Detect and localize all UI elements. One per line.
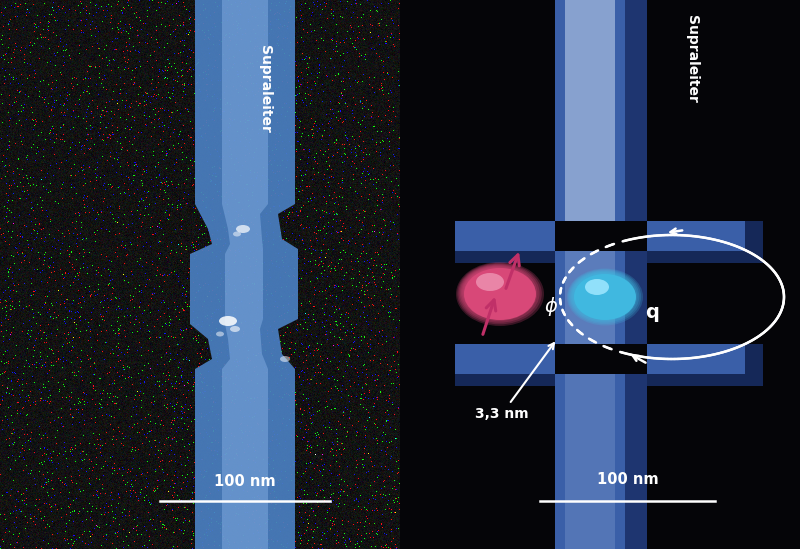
- Ellipse shape: [485, 282, 493, 288]
- Bar: [455, 374, 555, 386]
- Ellipse shape: [584, 281, 615, 304]
- Ellipse shape: [585, 282, 613, 302]
- Ellipse shape: [484, 281, 495, 289]
- Ellipse shape: [567, 268, 643, 326]
- Ellipse shape: [482, 281, 498, 291]
- Bar: [647, 251, 745, 263]
- Ellipse shape: [480, 278, 502, 294]
- Ellipse shape: [585, 279, 609, 295]
- Bar: [455, 251, 555, 263]
- Bar: [745, 221, 763, 263]
- Ellipse shape: [230, 326, 240, 332]
- Ellipse shape: [470, 272, 520, 307]
- Ellipse shape: [586, 283, 611, 301]
- Ellipse shape: [579, 278, 622, 310]
- Bar: [555, 374, 625, 549]
- Ellipse shape: [482, 279, 500, 293]
- Text: Supraleiter: Supraleiter: [258, 45, 272, 133]
- Ellipse shape: [590, 285, 606, 297]
- Ellipse shape: [476, 276, 509, 299]
- Ellipse shape: [465, 268, 529, 315]
- Ellipse shape: [464, 268, 536, 320]
- Ellipse shape: [233, 232, 241, 237]
- Ellipse shape: [474, 274, 513, 302]
- Ellipse shape: [476, 273, 504, 291]
- Ellipse shape: [582, 279, 618, 307]
- Ellipse shape: [478, 278, 504, 296]
- Ellipse shape: [581, 278, 621, 309]
- Bar: [745, 344, 763, 386]
- Bar: [555, 0, 625, 221]
- Ellipse shape: [576, 275, 628, 314]
- Bar: [625, 0, 647, 221]
- Ellipse shape: [592, 287, 602, 294]
- Polygon shape: [190, 0, 298, 549]
- Ellipse shape: [456, 262, 544, 326]
- Ellipse shape: [568, 270, 641, 324]
- Ellipse shape: [219, 316, 237, 326]
- Text: $\phi$: $\phi$: [544, 294, 558, 317]
- Ellipse shape: [471, 272, 518, 306]
- Bar: [555, 251, 625, 344]
- Polygon shape: [222, 0, 268, 549]
- Ellipse shape: [577, 276, 626, 313]
- Bar: [565, 251, 615, 344]
- Ellipse shape: [458, 263, 542, 324]
- Ellipse shape: [573, 273, 634, 318]
- Ellipse shape: [587, 283, 610, 300]
- Bar: [647, 221, 745, 251]
- Ellipse shape: [570, 270, 639, 323]
- Ellipse shape: [478, 277, 506, 298]
- Ellipse shape: [588, 284, 607, 299]
- Ellipse shape: [473, 273, 515, 304]
- Bar: [647, 344, 745, 374]
- Ellipse shape: [236, 225, 250, 233]
- Text: Supraleiter: Supraleiter: [685, 15, 699, 103]
- Ellipse shape: [280, 356, 290, 362]
- Bar: [647, 374, 745, 386]
- Ellipse shape: [475, 275, 510, 301]
- Bar: [455, 221, 555, 251]
- Bar: [565, 374, 615, 549]
- Ellipse shape: [574, 274, 636, 320]
- Ellipse shape: [216, 332, 224, 337]
- Ellipse shape: [469, 271, 522, 310]
- Bar: [455, 344, 555, 374]
- Ellipse shape: [594, 288, 598, 292]
- Ellipse shape: [590, 286, 604, 295]
- Ellipse shape: [570, 271, 638, 321]
- Text: q: q: [645, 302, 659, 322]
- Ellipse shape: [578, 277, 624, 311]
- Ellipse shape: [467, 270, 524, 311]
- Bar: [625, 251, 647, 344]
- Text: 100 nm: 100 nm: [597, 472, 658, 487]
- Bar: [625, 374, 647, 549]
- Ellipse shape: [462, 266, 533, 318]
- Ellipse shape: [582, 280, 617, 306]
- Text: 100 nm: 100 nm: [214, 474, 276, 489]
- Ellipse shape: [486, 283, 491, 286]
- Ellipse shape: [464, 267, 530, 316]
- Ellipse shape: [571, 272, 635, 320]
- Ellipse shape: [461, 266, 535, 320]
- Ellipse shape: [593, 288, 600, 293]
- Ellipse shape: [575, 274, 630, 316]
- Ellipse shape: [458, 264, 539, 323]
- Bar: [565, 0, 615, 221]
- Ellipse shape: [460, 265, 538, 321]
- Ellipse shape: [574, 273, 632, 317]
- Ellipse shape: [466, 269, 526, 313]
- Text: 3,3 nm: 3,3 nm: [475, 343, 554, 421]
